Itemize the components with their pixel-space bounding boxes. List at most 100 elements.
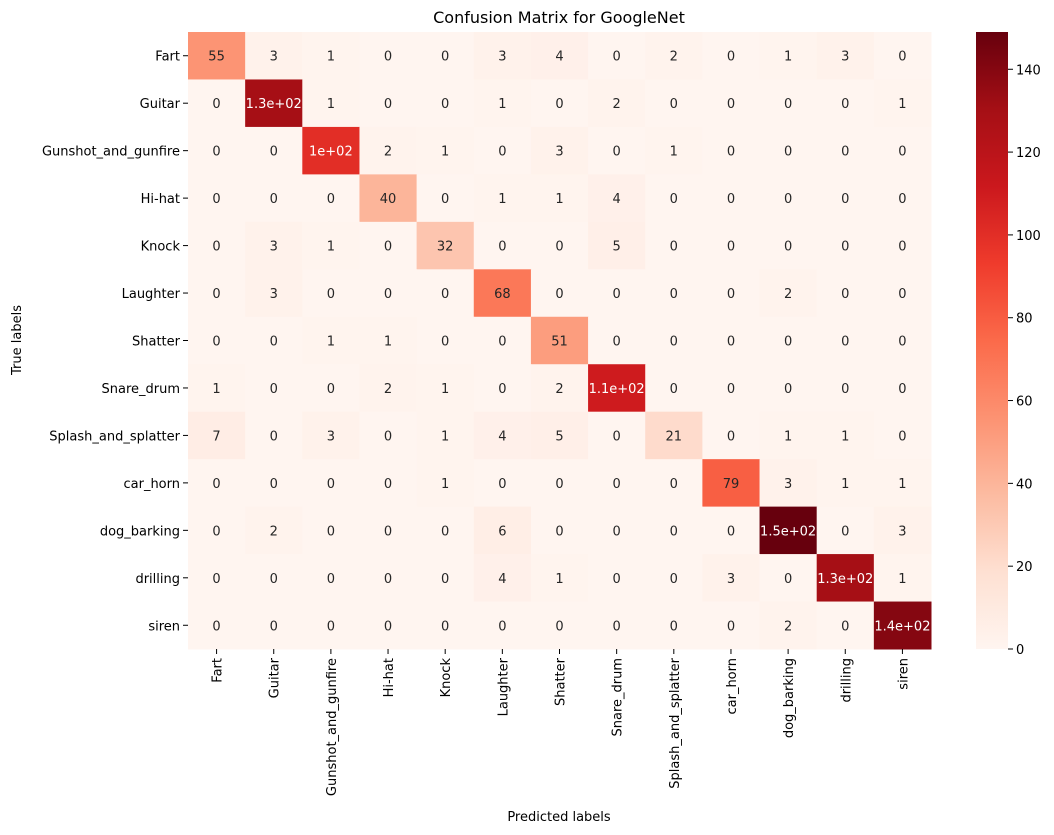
heatmap-cell	[416, 174, 475, 223]
heatmap-cell	[302, 459, 360, 508]
heatmap-cell	[645, 126, 703, 175]
cell-value-label: 0	[727, 50, 735, 65]
heatmap-cells	[188, 32, 932, 650]
cell-value-label: 0	[670, 97, 678, 112]
heatmap-cell	[588, 554, 646, 603]
cell-value-label: 0	[212, 192, 220, 207]
chart-title: Confusion Matrix for GoogleNet	[433, 8, 685, 27]
heatmap-cell	[759, 174, 818, 223]
cell-value-label: 0	[441, 335, 449, 350]
heatmap-cell	[416, 269, 475, 318]
y-tick-label: car_horn	[123, 477, 180, 492]
cell-value-label: 1	[670, 145, 678, 160]
cell-value-label: 0	[613, 524, 621, 539]
heatmap-cell	[473, 364, 532, 413]
cell-value-label: 0	[555, 477, 563, 492]
cell-value-label: 1	[327, 335, 335, 350]
cell-value-label: 79	[723, 477, 740, 492]
heatmap-cell	[473, 79, 532, 128]
heatmap-cell	[816, 316, 875, 365]
heatmap-cell	[188, 32, 246, 80]
colorbar-tick-label: 120	[1016, 146, 1041, 161]
cell-value-label: 0	[441, 619, 449, 634]
heatmap-cell	[359, 316, 418, 365]
cell-value-label: 0	[270, 619, 278, 634]
heatmap-cell	[530, 269, 589, 318]
cell-value-label: 0	[270, 145, 278, 160]
heatmap-cell	[302, 554, 360, 603]
cell-value-label: 0	[898, 50, 906, 65]
heatmap-cell	[416, 364, 475, 413]
cell-value-label: 3	[555, 145, 563, 160]
cell-value-label: 1.4e+02	[874, 619, 930, 634]
cell-value-label: 0	[727, 619, 735, 634]
heatmap-cell	[188, 554, 246, 603]
x-tick-label: Guitar	[268, 657, 283, 698]
heatmap-cell	[473, 126, 532, 175]
cell-value-label: 0	[212, 572, 220, 587]
cell-value-label: 0	[384, 97, 392, 112]
heatmap-cell	[416, 32, 475, 80]
cell-value-label: 0	[670, 240, 678, 255]
cell-value-label: 1	[898, 477, 906, 492]
cell-value-label: 0	[784, 145, 792, 160]
cell-value-label: 0	[441, 97, 449, 112]
heatmap-cell	[816, 459, 875, 508]
cell-value-label: 0	[784, 240, 792, 255]
heatmap-cell	[759, 554, 818, 603]
cell-value-label: 1	[898, 97, 906, 112]
heatmap-cell	[473, 411, 532, 460]
cell-value-label: 0	[384, 477, 392, 492]
y-tick-label: Laughter	[122, 287, 181, 302]
heatmap-cell	[188, 601, 246, 650]
cell-value-label: 0	[270, 335, 278, 350]
heatmap-cell	[588, 126, 646, 175]
heatmap-cell	[188, 411, 246, 460]
cell-value-label: 0	[212, 97, 220, 112]
cell-value-label: 1	[898, 572, 906, 587]
x-tick-label: Gunshot_and_gunfire	[325, 658, 340, 796]
heatmap-cell	[588, 269, 646, 318]
heatmap-cell	[873, 221, 932, 270]
y-tick-label: dog_barking	[100, 524, 180, 539]
cell-value-label: 7	[212, 429, 220, 444]
heatmap-cell	[359, 364, 418, 413]
heatmap-cell	[645, 174, 703, 223]
cell-value-label: 0	[384, 524, 392, 539]
heatmap-cell	[816, 411, 875, 460]
cell-value-label: 0	[613, 287, 621, 302]
heatmap-cell	[188, 269, 246, 318]
cell-value-label: 1	[441, 145, 449, 160]
colorbar-ticks: 0 20 40 60 80 100 120 140	[1008, 63, 1041, 658]
heatmap-cell	[645, 316, 703, 365]
cell-value-label: 1	[555, 192, 563, 207]
cell-value-label: 2	[384, 145, 392, 160]
cell-value-label: 1	[212, 382, 220, 397]
cell-value-label: 0	[670, 335, 678, 350]
heatmap-cell	[359, 601, 418, 650]
cell-value-label: 0	[441, 192, 449, 207]
cell-value-label: 0	[784, 97, 792, 112]
heatmap-cell	[188, 459, 246, 508]
heatmap-cell	[816, 79, 875, 128]
heatmap-cell	[816, 269, 875, 318]
heatmap-cell	[188, 316, 246, 365]
heatmap-cell	[816, 126, 875, 175]
cell-value-label: 51	[551, 335, 568, 350]
heatmap-cell	[588, 459, 646, 508]
cell-value-label: 1	[441, 477, 449, 492]
x-tick-label: Snare_drum	[611, 658, 626, 737]
heatmap-cell	[873, 316, 932, 365]
cell-value-label: 1	[441, 429, 449, 444]
x-tick-label: Laughter	[496, 657, 511, 716]
cell-value-label: 0	[613, 572, 621, 587]
heatmap-cell	[759, 411, 818, 460]
cell-value-label: 0	[670, 572, 678, 587]
heatmap-cell	[302, 316, 360, 365]
heatmap-cell	[873, 174, 932, 223]
heatmap-cell	[302, 126, 360, 175]
cell-value-label: 32	[437, 240, 454, 255]
cell-value-label: 0	[384, 572, 392, 587]
cell-value-label: 3	[841, 50, 849, 65]
cell-value-label: 0	[841, 192, 849, 207]
